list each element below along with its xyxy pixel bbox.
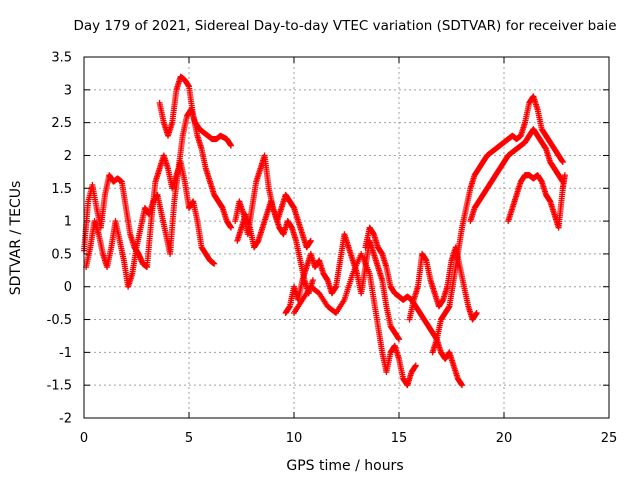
x-tick-label: 20 xyxy=(496,431,513,446)
data-point xyxy=(473,309,480,316)
data-points xyxy=(81,73,568,389)
axis-ticks: 0 5 10 15 20 25 -2 -1.5 -1 -0.5 0 0.5 1 1.5 2 2.5 3 3.5 xyxy=(47,51,618,447)
x-axis-label: GPS time / hours xyxy=(286,458,403,474)
series-track-e xyxy=(234,198,316,297)
x-tick-label: 5 xyxy=(185,431,193,446)
series-track-l xyxy=(505,172,568,231)
chart-title: Day 179 of 2021, Sidereal Day-to-day VTE… xyxy=(73,18,616,34)
data-point xyxy=(459,382,465,389)
data-point xyxy=(228,142,234,149)
series-track-i xyxy=(406,244,480,323)
y-tick-label: 1.5 xyxy=(51,182,72,197)
y-tick-label: 0.5 xyxy=(51,247,72,262)
y-tick-label: 3 xyxy=(64,83,72,98)
series-track-f xyxy=(282,231,402,343)
series-track-g xyxy=(291,250,419,389)
x-tick-label: 15 xyxy=(391,431,408,446)
series-track-j xyxy=(429,93,566,356)
y-tick-label: 0 xyxy=(64,280,72,295)
data-point xyxy=(211,260,218,267)
x-tick-label: 10 xyxy=(286,431,303,446)
x-tick-label: 0 xyxy=(80,431,88,446)
x-tick-label: 25 xyxy=(601,431,618,446)
data-point xyxy=(307,237,314,244)
y-tick-label: -1 xyxy=(59,346,72,361)
y-tick-label: 3.5 xyxy=(51,51,72,66)
y-tick-label: -2 xyxy=(59,412,72,427)
plot-frame xyxy=(83,56,610,419)
y-tick-label: -1.5 xyxy=(47,379,72,394)
y-axis-label: SDTVAR / TECUs xyxy=(8,181,24,296)
y-tick-label: 1 xyxy=(64,215,72,230)
data-point xyxy=(309,277,316,284)
series-track-c xyxy=(156,73,234,231)
data-point xyxy=(396,336,402,343)
data-point xyxy=(561,172,568,179)
y-tick-label: 2 xyxy=(64,149,72,164)
y-tick-label: 2.5 xyxy=(51,116,72,131)
grid-lines xyxy=(84,57,609,418)
y-tick-label: -0.5 xyxy=(47,313,72,328)
data-point xyxy=(412,362,419,369)
series-track-a xyxy=(81,152,218,271)
data-point xyxy=(228,224,234,231)
data-point xyxy=(559,159,566,166)
